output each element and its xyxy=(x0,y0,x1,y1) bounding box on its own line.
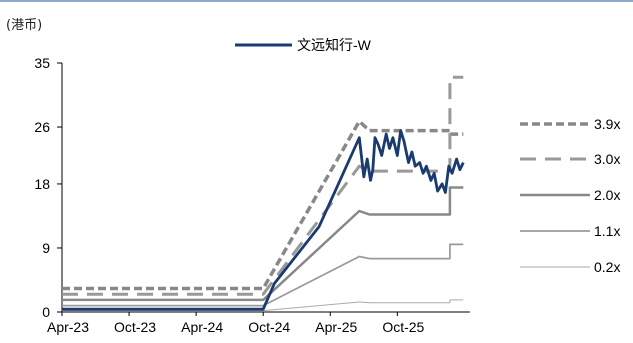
band-legend-label: 0.2x xyxy=(594,259,620,275)
x-tick-label: Apr-24 xyxy=(181,319,223,335)
band-legend: 3.9x 3.0x 2.0x 1.1x 0.2x xyxy=(520,116,620,275)
band-legend-label: 3.0x xyxy=(594,151,620,167)
x-tick-label: Apr-25 xyxy=(315,319,357,335)
band-legend-label: 1.1x xyxy=(594,223,620,239)
price-line xyxy=(62,129,465,311)
band-line-3.0x xyxy=(62,75,464,296)
top-rule xyxy=(0,0,633,2)
axes: 0 9 18 26 35 Apr-23 Oct-23 Apr-24 Oct-24 Apr-25 Oc… xyxy=(34,55,470,335)
y-tick-label: 26 xyxy=(34,119,50,135)
band-series xyxy=(62,75,464,312)
y-tick-label: 35 xyxy=(34,55,50,71)
x-tick-label: Oct-25 xyxy=(382,319,424,335)
x-tick-label: Oct-24 xyxy=(248,319,290,335)
y-tick-label: 0 xyxy=(42,304,50,320)
x-tick-label: Oct-23 xyxy=(114,319,156,335)
unit-label: (港币) xyxy=(6,18,43,33)
band-legend-label: 3.9x xyxy=(594,116,620,132)
y-tick-label: 9 xyxy=(42,240,50,256)
band-line-2.0x xyxy=(62,186,464,302)
band-line-3.9x xyxy=(62,119,464,291)
x-tick-label: Apr-23 xyxy=(47,319,89,335)
price-legend-label: 文远知行-W xyxy=(297,37,372,53)
band-legend-label: 2.0x xyxy=(594,187,620,203)
price-series xyxy=(62,129,465,311)
band-line-1.1x xyxy=(62,243,464,307)
y-tick-label: 18 xyxy=(34,176,50,192)
price-legend: 文远知行-W xyxy=(235,37,372,53)
